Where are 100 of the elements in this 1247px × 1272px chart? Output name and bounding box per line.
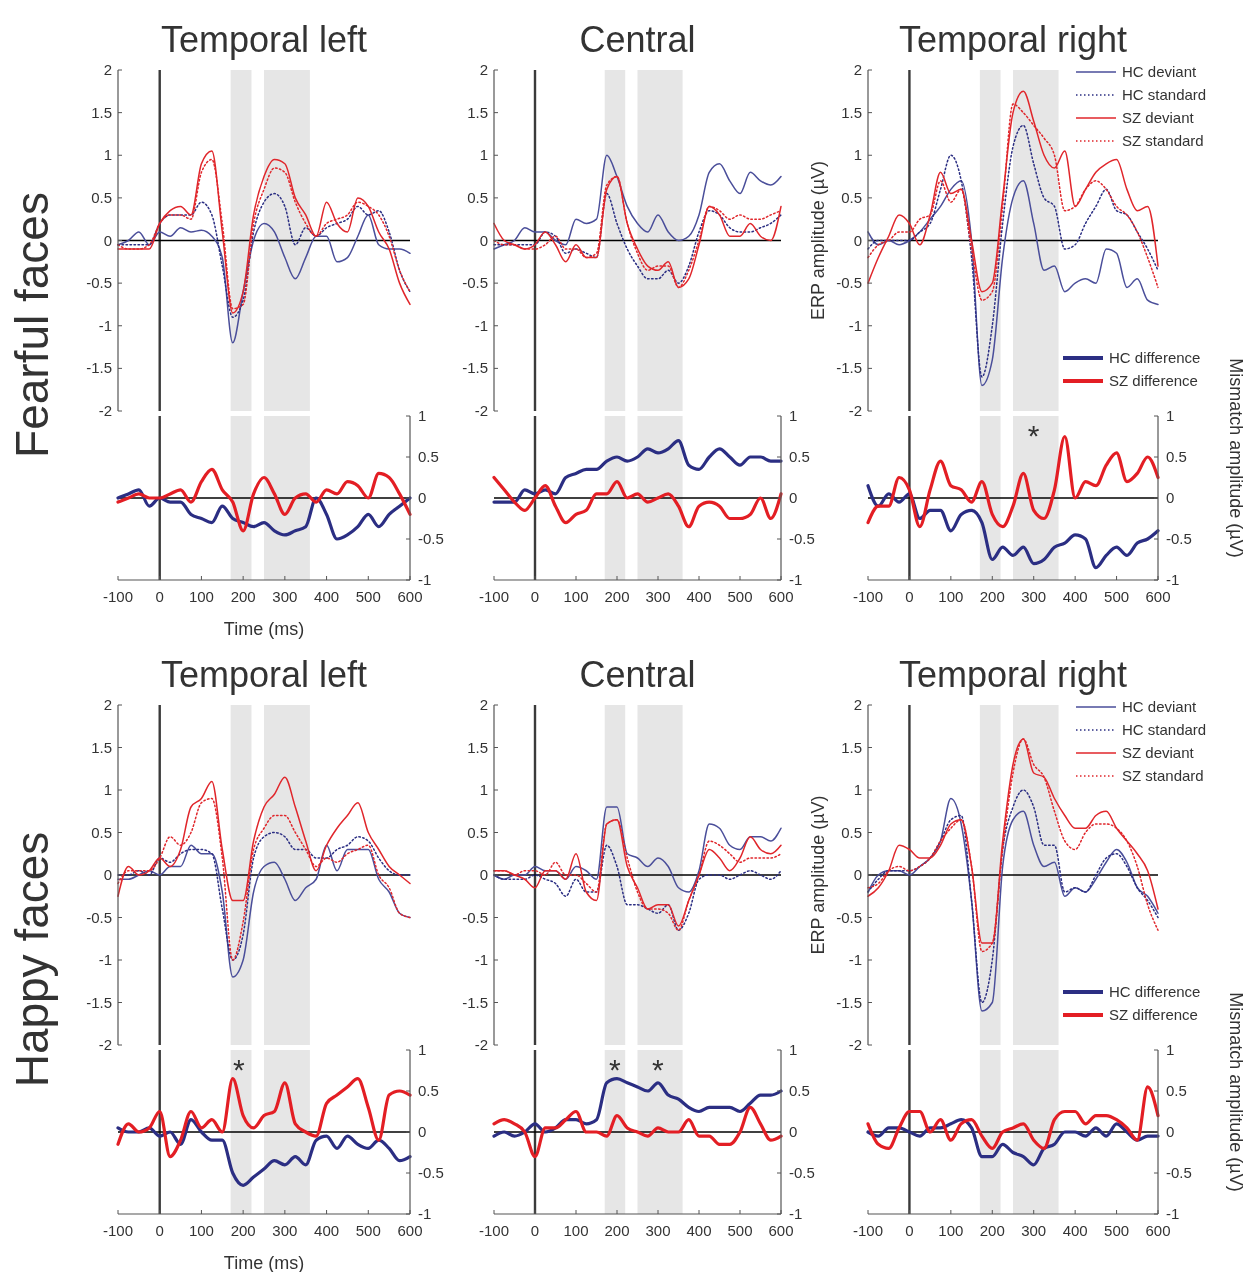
y-tick-label: 1 (853, 781, 862, 798)
legend-label: SZ difference (1109, 372, 1198, 389)
y-tick-label: -0.5 (418, 530, 444, 547)
y-tick-label: 1 (418, 1041, 427, 1058)
y-tick-label: 1.5 (467, 103, 488, 121)
y-tick-label: 1 (1166, 1041, 1175, 1058)
annotation: * (652, 1053, 665, 1086)
y-tick-label: 0.5 (789, 448, 810, 465)
y-tick-label: 1 (103, 781, 112, 798)
y-tick-label: 2 (479, 61, 488, 78)
y-tick-label: -2 (474, 1036, 488, 1053)
legend-label: HC standard (1122, 86, 1207, 103)
x-tick-label: 400 (686, 1222, 712, 1239)
chart-title: Temporal right (898, 654, 1128, 695)
annotation: * (233, 1053, 246, 1086)
chart-title: Central (579, 19, 696, 60)
y-tick-label: -1.5 (836, 359, 862, 377)
chart-title: Temporal left (160, 19, 368, 60)
x-tick-label: 200 (604, 588, 630, 605)
y-tick-label: -2 (98, 1036, 112, 1053)
y-tick-label: 0 (418, 489, 427, 506)
y-tick-label: 1 (853, 146, 862, 164)
y-tick-label: -0.5 (789, 1164, 815, 1181)
y-tick-label: -0.5 (86, 908, 112, 926)
x-tick-label: 100 (563, 588, 589, 605)
x-tick-label: 500 (355, 1222, 381, 1239)
x-tick-label: 0 (530, 588, 540, 605)
y-tick-label: -0.5 (836, 908, 862, 926)
x-tick-label: -100 (102, 1222, 134, 1239)
x-tick-label: -100 (478, 588, 510, 605)
y-tick-label: 1 (1166, 407, 1175, 424)
y-tick-label: 1 (789, 407, 798, 424)
x-tick-label: 300 (645, 1222, 671, 1239)
y-tick-label: -1 (1166, 1205, 1180, 1222)
x-tick-label: 200 (230, 1222, 256, 1239)
x-tick-label: 100 (188, 588, 214, 605)
x-tick-label: 100 (188, 1222, 214, 1239)
legend-label: SZ difference (1109, 1006, 1198, 1023)
y-tick-label: -2 (848, 1036, 862, 1053)
y-tick-label: 0.5 (467, 823, 488, 841)
x-tick-label: 400 (686, 588, 712, 605)
x-tick-label: 200 (979, 588, 1005, 605)
y-tick-label: 0 (479, 866, 488, 883)
legend-label: SZ deviant (1122, 109, 1195, 126)
chart-title: Temporal left (160, 654, 368, 695)
y-tick-label: -0.5 (1166, 530, 1192, 547)
y-tick-label: 1 (789, 1041, 798, 1058)
x-tick-label: -100 (852, 1222, 884, 1239)
y-tick-label: 1 (479, 146, 488, 164)
x-tick-label: 200 (230, 588, 256, 605)
legend-label: HC deviant (1122, 63, 1198, 80)
y-tick-label: -0.5 (789, 530, 815, 547)
y-tick-label: -1.5 (86, 993, 112, 1011)
legend-label: HC difference (1109, 983, 1201, 1000)
y-tick-label: 0.5 (841, 188, 862, 206)
x-tick-label: 300 (272, 588, 298, 605)
y-tick-label: -0.5 (86, 274, 112, 292)
x-tick-label: 500 (727, 588, 753, 605)
x-tick-label: 100 (938, 1222, 964, 1239)
y-axis-title: ERP amplitude (µV) (808, 160, 828, 321)
y-tick-label: -1 (98, 951, 112, 968)
chart-title: Central (579, 654, 696, 695)
x-tick-label: 200 (979, 1222, 1005, 1239)
y-tick-label: -1 (789, 571, 803, 588)
x-tick-label: 500 (355, 588, 381, 605)
legend-label: HC standard (1122, 721, 1207, 738)
x-tick-label: 400 (314, 588, 340, 605)
y-tick-label: -1.5 (836, 993, 862, 1011)
y-tick-label: 2 (479, 696, 488, 713)
y-tick-label: 0.5 (418, 448, 439, 465)
x-tick-label: -100 (102, 588, 134, 605)
x-tick-label: 400 (314, 1222, 340, 1239)
y-tick-label: -2 (98, 402, 112, 419)
y-tick-label: 0 (853, 231, 862, 249)
x-tick-label: -100 (478, 1222, 510, 1239)
x-tick-label: 100 (563, 1222, 589, 1239)
y-tick-label: 0 (103, 866, 112, 883)
y-tick-label: 2 (103, 61, 112, 78)
y-axis-title: Mismatch amplitude (µV) (1226, 992, 1246, 1192)
y-axis-title: ERP amplitude (µV) (808, 795, 828, 955)
x-tick-label: 500 (1104, 588, 1130, 605)
y-tick-label: -2 (848, 402, 862, 419)
x-tick-label: 0 (155, 1222, 164, 1239)
x-tick-label: 300 (645, 588, 671, 605)
x-tick-label: 200 (604, 1222, 630, 1239)
x-tick-label: 0 (905, 588, 914, 605)
chart-title: Temporal right (898, 19, 1128, 60)
y-tick-label: -2 (474, 402, 488, 419)
x-tick-label: 600 (1145, 1222, 1171, 1239)
y-tick-label: 0.5 (91, 188, 112, 206)
legend-label: SZ standard (1122, 767, 1204, 784)
text: Fearful faces (6, 192, 58, 458)
legend-label: SZ standard (1122, 132, 1204, 149)
annotation: * (608, 1053, 621, 1086)
y-tick-label: 0.5 (1166, 448, 1187, 465)
y-tick-label: 0.5 (467, 188, 488, 206)
y-tick-label: -1 (848, 951, 862, 968)
y-tick-label: -1.5 (462, 993, 488, 1011)
y-tick-label: -1 (474, 951, 488, 968)
y-tick-label: 0 (418, 1123, 427, 1140)
